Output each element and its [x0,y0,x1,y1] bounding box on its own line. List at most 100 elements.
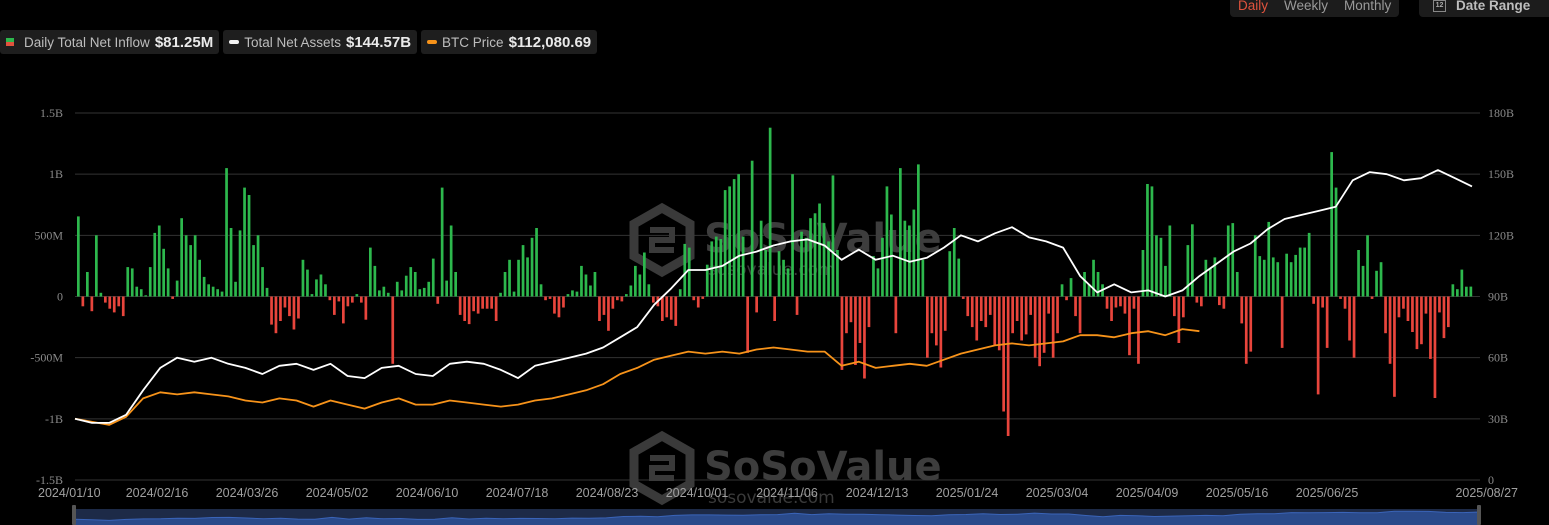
inflow-bar[interactable] [198,260,201,297]
inflow-bar[interactable] [275,297,278,334]
inflow-bar[interactable] [728,186,731,296]
inflow-bar[interactable] [922,260,925,297]
inflow-bar[interactable] [796,297,799,315]
inflow-bar[interactable] [1420,297,1423,345]
inflow-bar[interactable] [472,297,475,312]
inflow-bar[interactable] [630,286,633,297]
inflow-bar[interactable] [1398,297,1401,318]
inflow-bar[interactable] [782,260,785,297]
inflow-bar[interactable] [1290,262,1293,296]
inflow-bar[interactable] [1285,254,1288,297]
inflow-bar[interactable] [540,284,543,296]
inflow-bar[interactable] [1456,289,1459,296]
etf-flow-chart[interactable]: 1.5B 180B1B 150B500M 120B0 90B-500M 60B-1B 30B… [0,0,1549,525]
inflow-bar[interactable] [243,188,246,297]
inflow-bar[interactable] [171,297,174,299]
inflow-bar[interactable] [1056,297,1059,334]
inflow-bar[interactable] [1263,260,1266,297]
inflow-bar[interactable] [297,297,300,319]
inflow-bar[interactable] [1061,284,1064,296]
inflow-bar[interactable] [423,288,426,297]
inflow-bar[interactable] [1011,297,1014,334]
inflow-bar[interactable] [1146,184,1149,297]
inflow-bar[interactable] [315,279,318,296]
inflow-bar[interactable] [1249,297,1252,352]
inflow-bar[interactable] [1393,297,1396,397]
inflow-bar[interactable] [931,297,934,334]
inflow-bar[interactable] [329,297,332,301]
inflow-bar[interactable] [679,289,682,296]
inflow-bar[interactable] [1434,297,1437,399]
inflow-bar[interactable] [320,275,323,297]
inflow-bar[interactable] [998,297,1001,351]
inflow-bar[interactable] [1240,297,1243,324]
inflow-bar[interactable] [975,297,978,341]
inflow-bar[interactable] [203,277,206,297]
inflow-bar[interactable] [185,235,188,296]
inflow-bar[interactable] [719,239,722,297]
inflow-bar[interactable] [948,251,951,296]
inflow-bar[interactable] [1357,250,1360,297]
inflow-bar[interactable] [1380,262,1383,296]
inflow-bar[interactable] [1384,297,1387,334]
inflow-bar[interactable] [149,267,152,296]
inflow-bar[interactable] [1196,297,1199,303]
inflow-bar[interactable] [95,235,98,296]
inflow-bar[interactable] [751,161,754,297]
inflow-bar[interactable] [841,297,844,370]
inflow-bar[interactable] [140,289,143,296]
inflow-bar[interactable] [549,297,552,299]
inflow-bar[interactable] [1389,297,1392,364]
inflow-bar[interactable] [1182,297,1185,318]
inflow-bar[interactable] [1258,256,1261,296]
inflow-bar[interactable] [683,244,686,297]
inflow-bar[interactable] [603,297,606,315]
inflow-bar[interactable] [1020,297,1023,341]
inflow-bar[interactable] [1281,297,1284,348]
inflow-bar[interactable] [544,297,547,301]
inflow-bar[interactable] [1267,222,1270,297]
inflow-bar[interactable] [1074,297,1077,317]
inflow-bar[interactable] [522,245,525,296]
inflow-bar[interactable] [1155,235,1158,296]
inflow-bar[interactable] [445,281,448,297]
inflow-bar[interactable] [1299,248,1302,297]
inflow-bar[interactable] [1187,245,1190,296]
inflow-bar[interactable] [1245,297,1248,364]
inflow-bar[interactable] [652,297,655,303]
inflow-bar[interactable] [293,297,296,330]
inflow-bar[interactable] [845,297,848,334]
inflow-bar[interactable] [639,275,642,297]
inflow-bar[interactable] [176,281,179,297]
inflow-bar[interactable] [100,293,103,297]
inflow-bar[interactable] [1164,266,1167,297]
inflow-bar[interactable] [1115,297,1118,308]
inflow-bar[interactable] [755,297,758,313]
inflow-bar[interactable] [895,297,898,334]
inflow-bar[interactable] [670,297,673,320]
inflow-bar[interactable] [499,293,502,297]
inflow-bar[interactable] [1151,186,1154,296]
inflow-bar[interactable] [117,297,120,307]
inflow-bar[interactable] [495,297,498,322]
inflow-bar[interactable] [966,297,969,317]
inflow-bar[interactable] [1038,297,1041,367]
navigator-left-handle[interactable] [72,505,76,525]
inflow-bar[interactable] [868,297,871,328]
inflow-bar[interactable] [661,297,664,322]
inflow-bar[interactable] [773,297,776,322]
inflow-bar[interactable] [634,266,637,297]
inflow-bar[interactable] [1236,272,1239,297]
inflow-bar[interactable] [1200,297,1203,307]
inflow-bar[interactable] [1025,297,1028,335]
inflow-bar[interactable] [302,260,305,297]
inflow-bar[interactable] [1303,248,1306,297]
inflow-bar[interactable] [77,216,80,296]
inflow-bar[interactable] [486,297,489,309]
inflow-bar[interactable] [1065,297,1068,301]
inflow-bar[interactable] [1223,297,1226,309]
inflow-bar[interactable] [1339,297,1342,299]
inflow-bar[interactable] [284,297,287,308]
inflow-bar[interactable] [1411,297,1414,333]
inflow-bar[interactable] [1137,297,1140,364]
